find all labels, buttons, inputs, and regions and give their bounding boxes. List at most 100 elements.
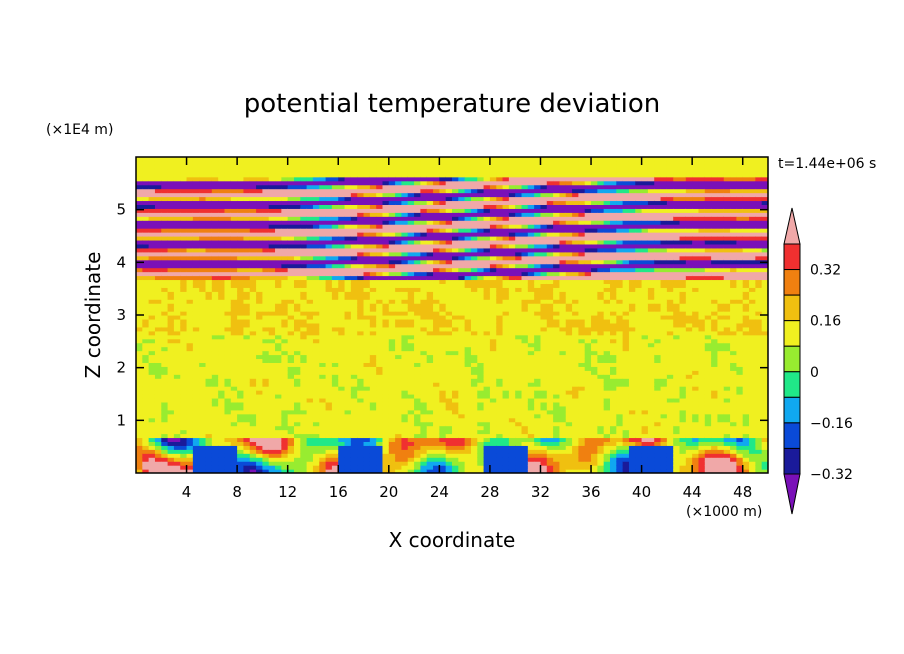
contour-cell — [186, 275, 194, 281]
contour-cell — [199, 220, 207, 225]
contour-cell — [167, 168, 175, 174]
contour-cell — [211, 358, 219, 363]
contour-cell — [464, 390, 472, 395]
contour-cell — [192, 370, 200, 375]
contour-cell — [161, 318, 169, 324]
contour-cell — [426, 243, 434, 249]
contour-cell — [275, 421, 282, 427]
contour-cell — [521, 433, 529, 439]
contour-cell — [470, 397, 478, 403]
contour-cell — [300, 342, 308, 348]
contour-cell — [142, 394, 150, 399]
contour-cell — [287, 457, 295, 462]
contour-cell — [445, 279, 453, 284]
contour-cell — [294, 267, 301, 273]
contour-cell — [306, 358, 314, 363]
contour-cell — [395, 180, 403, 186]
contour-cell — [508, 417, 516, 423]
contour-cell — [192, 247, 200, 253]
contour-cell — [376, 318, 384, 324]
contour-cell — [445, 224, 453, 229]
contour-cell — [300, 192, 308, 198]
contour-cell — [344, 421, 352, 427]
contour-cell — [224, 362, 232, 367]
contour-cell — [363, 318, 371, 324]
contour-cell — [344, 358, 352, 363]
contour-cell — [199, 164, 207, 170]
contour-cell — [186, 437, 194, 442]
contour-cell — [338, 259, 346, 265]
contour-cell — [521, 259, 529, 265]
contour-cell — [268, 220, 276, 225]
contour-cell — [173, 263, 181, 269]
contour-cell — [357, 469, 365, 473]
contour-cell — [445, 303, 453, 308]
contour-cell — [338, 176, 346, 182]
contour-cell — [211, 409, 219, 415]
contour-cell — [281, 243, 289, 249]
contour-cell — [249, 362, 257, 367]
contour-cell — [344, 397, 352, 403]
contour-cell — [350, 449, 358, 454]
contour-cell — [249, 326, 257, 332]
contour-cell — [502, 315, 510, 320]
contour-cell — [331, 386, 339, 391]
contour-cell — [161, 303, 169, 308]
contour-cell — [376, 409, 384, 415]
contour-cell — [281, 334, 289, 340]
contour-cell — [312, 271, 320, 277]
contour-cell — [445, 247, 453, 253]
contour-cell — [452, 354, 459, 360]
contour-cell — [483, 220, 491, 225]
contour-cell — [287, 338, 295, 344]
contour-cell — [319, 358, 327, 363]
contour-cell — [180, 236, 188, 241]
contour-cell — [275, 330, 282, 336]
contour-cell — [445, 243, 453, 249]
contour-cell — [496, 200, 504, 205]
contour-cell — [331, 318, 339, 324]
contour-cell — [464, 259, 472, 265]
contour-cell — [445, 192, 453, 198]
contour-cell — [445, 350, 453, 356]
contour-cell — [445, 216, 453, 221]
contour-cell — [439, 239, 447, 245]
contour-cell — [350, 236, 358, 241]
contour-cell — [161, 425, 169, 431]
contour-cell — [167, 453, 175, 458]
contour-cell — [502, 342, 510, 348]
contour-cell — [452, 204, 459, 209]
contour-cell — [148, 370, 156, 375]
contour-cell — [325, 172, 333, 178]
contour-cell — [300, 330, 308, 336]
contour-cell — [180, 196, 188, 202]
contour-cell — [376, 275, 384, 281]
contour-cell — [515, 232, 523, 237]
contour-cell — [199, 315, 207, 320]
contour-cell — [237, 168, 245, 174]
contour-cell — [426, 382, 434, 387]
contour-cell — [192, 338, 200, 344]
contour-cell — [319, 437, 327, 442]
contour-cell — [281, 326, 289, 332]
contour-cell — [154, 362, 162, 367]
contour-cell — [395, 279, 403, 284]
contour-cell — [433, 160, 440, 166]
contour-cell — [483, 354, 491, 360]
contour-cell — [338, 184, 346, 190]
contour-cell — [154, 358, 162, 363]
contour-cell — [199, 409, 207, 415]
contour-cell — [287, 366, 295, 371]
contour-cell — [502, 291, 510, 296]
contour-cell — [294, 204, 301, 209]
contour-cell — [357, 338, 365, 344]
contour-cell — [173, 318, 181, 324]
contour-cell — [502, 425, 510, 431]
contour-cell — [300, 180, 308, 186]
contour-cell — [395, 318, 403, 324]
contour-cell — [161, 397, 169, 403]
contour-cell — [363, 370, 371, 375]
contour-cell — [186, 445, 194, 450]
contour-cell — [382, 303, 390, 308]
contour-cell — [331, 176, 339, 182]
